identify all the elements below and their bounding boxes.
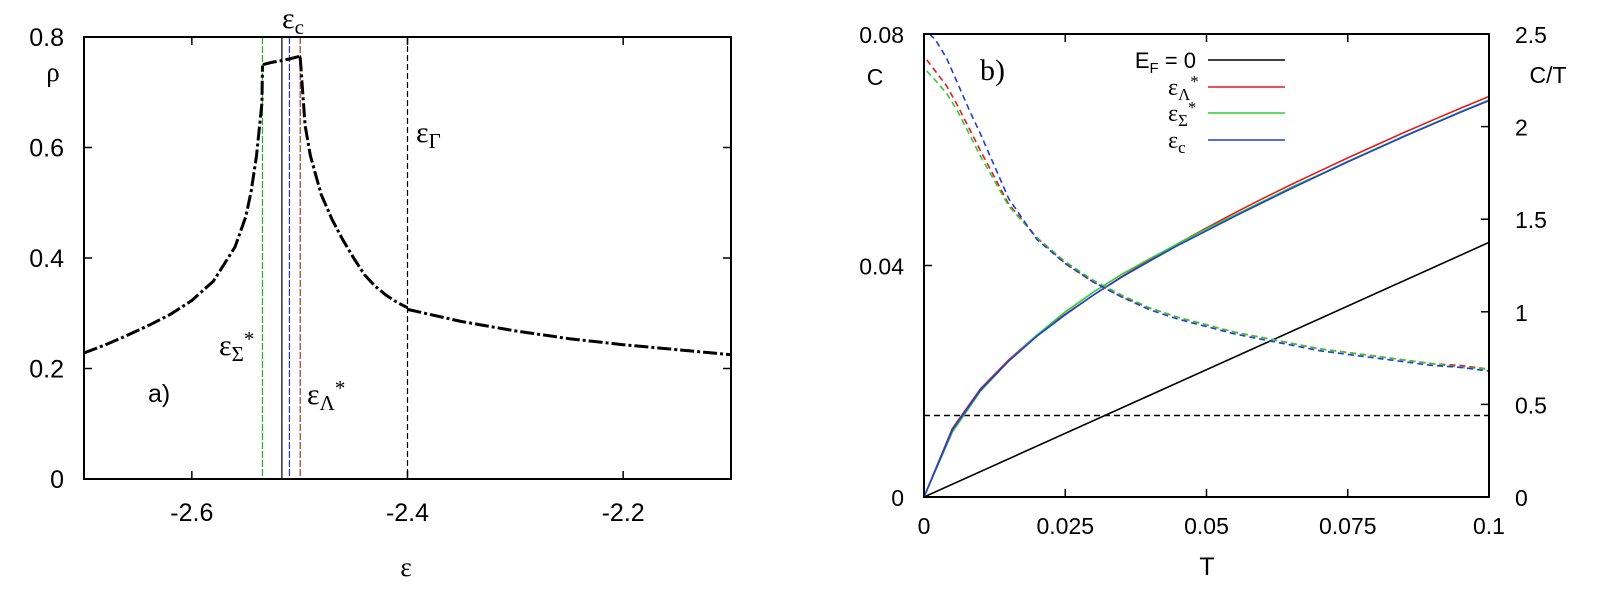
x-tick-label: 0.1 <box>1473 513 1505 539</box>
legend-label: EF = 0 <box>1135 48 1196 77</box>
vline-label: εΛ* <box>307 376 345 416</box>
y-tick-label: 0.8 <box>29 24 64 52</box>
y-axis-label-right: C/T <box>1529 62 1566 88</box>
y-tick-label-right: 2 <box>1515 115 1528 141</box>
panel-b-chart: 0 0.04 0.08 0 0.5 1 1.5 2 2.5 0 0.025 0.05 0.075 0.1 T… <box>859 22 1566 581</box>
y-tick-label: 0.4 <box>29 245 64 273</box>
series-line-6 <box>926 70 1489 370</box>
y-axis-label: ρ <box>46 57 59 87</box>
series-line-0 <box>924 241 1489 497</box>
y-tick-label: 0.2 <box>29 356 64 384</box>
legend-label: εΣ* <box>1168 98 1196 130</box>
panel-a-chart: 0 0.2 0.4 0.6 0.8 -2.6 -2.4 -2.2 ε ρ a) εΣ* εc εΛ* εΓ <box>29 2 732 582</box>
y-axis-label: C <box>867 64 884 90</box>
y-tick-label-right: 1 <box>1515 300 1528 326</box>
panel-b-frame <box>923 33 1490 498</box>
panel-label: a) <box>148 380 170 408</box>
x-axis-label: ε <box>400 552 411 582</box>
x-tick-label: -2.4 <box>386 499 429 527</box>
x-tick-label: 0.025 <box>1036 513 1094 539</box>
density-curve-join <box>298 55 302 59</box>
series-line-2 <box>924 95 1489 497</box>
legend: EF = 0εΛ*εΣ*εc <box>1135 48 1285 157</box>
y-tick-label: 0.08 <box>859 22 904 48</box>
legend-label: εΛ* <box>1168 72 1199 104</box>
x-tick-label: -2.6 <box>170 499 213 527</box>
series-line-3 <box>924 99 1489 497</box>
y-tick-label-right: 0.5 <box>1515 392 1547 418</box>
y-tick-label: 0.6 <box>29 135 64 163</box>
series-line-5 <box>926 59 1489 370</box>
panel-b-curves <box>924 34 1489 497</box>
series-line-4 <box>924 99 1489 497</box>
vline-label: εΣ* <box>219 327 254 367</box>
x-tick-label: 0.05 <box>1184 513 1229 539</box>
y-tick-label-right: 1.5 <box>1515 207 1547 233</box>
y-tick-label-right: 0 <box>1515 485 1528 511</box>
y-tick-label: 0 <box>891 485 904 511</box>
vline-label: εΓ <box>416 116 441 153</box>
y-tick-label-right: 2.5 <box>1515 22 1547 48</box>
x-axis-label: T <box>1199 553 1214 581</box>
series-line-7 <box>929 34 1489 372</box>
y-tick-label: 0.04 <box>859 254 904 280</box>
x-tick-label: -2.2 <box>602 499 645 527</box>
density-curve-segment-3 <box>407 307 732 357</box>
x-tick-label: 0 <box>918 513 931 539</box>
x-tick-label: 0.075 <box>1319 513 1377 539</box>
vline-label: εc <box>282 2 304 39</box>
density-curve-segment-1 <box>262 54 301 67</box>
y-tick-label: 0 <box>50 466 64 494</box>
density-curve-segment-2 <box>298 57 409 310</box>
panel-label: b) <box>980 54 1005 87</box>
legend-label: εc <box>1168 128 1186 157</box>
density-curve-segment-0 <box>83 65 264 355</box>
